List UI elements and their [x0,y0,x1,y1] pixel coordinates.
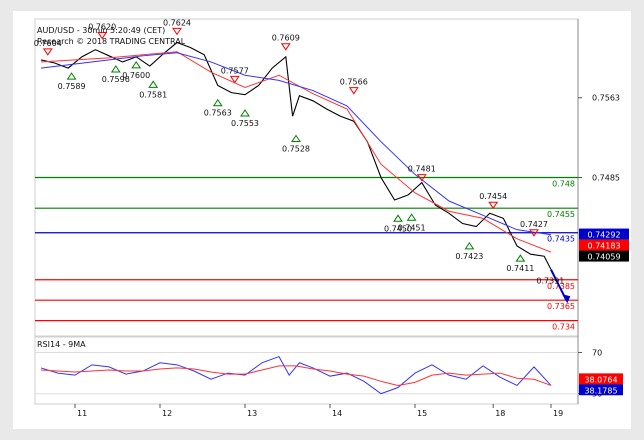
annotation-label: 0.7577 [221,66,249,75]
buy-marker-icon [148,80,159,88]
annotation-label: 0.7391 [536,277,564,286]
buy-marker-icon [110,65,121,73]
sell-marker-icon [280,43,291,51]
annotation-label: 0.7423 [455,252,483,261]
annotation-label: 0.7600 [122,71,150,80]
buy-marker-icon [66,72,77,80]
axis-layer: 0.7563 0.7485 11 12 13 14 15 18 19 [74,94,620,418]
annotation-label: 0.7427 [520,220,548,229]
sell-marker-icon [97,31,108,40]
annotation-label: 0.7581 [139,90,167,99]
chart-copyright: Research © 2018 TRADING CENTRAL [37,37,186,46]
price-tag-label: 0.74059 [587,253,620,262]
level-label: 0.734 [552,323,575,332]
price-tag-label: 0.74292 [587,231,620,240]
price-tags-layer: 0.74292 0.74183 0.74059 [579,228,629,262]
annotation-label: 0.7596 [102,75,130,84]
annotation-label: 0.7553 [231,119,259,128]
annotation-label: 0.7589 [58,82,86,91]
y-tick-label: 0.7563 [592,94,620,103]
annotation-label: 0.7566 [340,78,368,87]
rsi-line [40,355,552,395]
sell-marker-icon [348,87,359,95]
annotation-label: 0.7624 [163,18,191,27]
x-tick-label: 18 [495,409,505,418]
x-tick-label: 12 [162,409,172,418]
fast-ma-line [40,51,552,253]
y-tick-label: 0.7485 [592,174,620,183]
projection-arrowhead [562,294,571,304]
x-tick-label: 11 [77,409,87,418]
buy-marker-icon [406,213,417,221]
level-label: 0.7385 [547,282,575,291]
annotation-label: 0.7451 [398,223,426,232]
slow-ma-line [40,52,552,236]
sell-marker-icon [229,75,240,84]
chart-canvas: AUD/USD - 30min 5:20:49 (CET) Research ©… [34,18,629,418]
x-tick-label: 14 [332,409,342,418]
buy-marker-icon [464,241,475,250]
level-label: 0.7455 [547,210,575,219]
sell-marker-icon [42,48,53,56]
price-tag-bg [579,239,629,251]
x-tick-label: 19 [553,409,563,418]
buy-marker-icon [515,254,526,262]
sell-marker-icon [172,27,182,36]
buy-marker-icon [131,61,142,69]
annotation-label: 0.7604 [34,39,62,48]
annotation-label: 0.7609 [272,34,300,43]
annotation-label: 0.7450 [384,224,412,233]
annotation-label: 0.7411 [506,264,534,273]
annotation-label: 0.7454 [479,192,507,201]
price-tag-label: 0.74183 [587,242,620,251]
annotation-label: 0.7528 [282,145,310,154]
rsi-tag-bg [579,373,623,385]
level-label: 0.7435 [547,235,575,244]
level-label: 0.748 [552,180,575,189]
level-label: 0.7365 [547,302,575,311]
sell-marker-icon [529,229,539,237]
rsi-tag-bg [579,384,623,396]
buy-marker-icon [212,98,223,107]
x-tick-label: 13 [247,409,257,418]
annotation-label: 0.7620 [88,22,116,31]
rsi-ma-line [40,365,552,386]
series-layer [40,41,571,304]
annotation-label: 0.7563 [204,109,232,118]
sell-marker-icon [488,201,499,210]
levels-layer: 0.748 0.7455 0.7435 0.7385 0.7365 0.734 [35,176,578,332]
rsi-y-tick-label: 70 [592,348,602,357]
sell-marker-icon [416,174,427,182]
x-tick-label: 15 [417,409,427,418]
rsi-tag-label: 38.0764 [584,375,617,384]
chart-title: AUD/USD - 30min 5:20:49 (CET) [37,26,165,35]
rsi-tag-label: 38.1785 [584,386,617,395]
chart-frame: AUD/USD - 30min 5:20:49 (CET) Research ©… [13,11,631,429]
price-tag-bg [579,250,629,262]
price-line [40,41,552,270]
annotation-label: 0.7481 [408,165,436,174]
rsi-title: RSI14 - 9MA [37,340,86,349]
buy-marker-icon [393,214,403,222]
buy-marker-icon [240,109,250,117]
buy-marker-icon [291,134,301,143]
price-tag-bg [579,228,629,240]
